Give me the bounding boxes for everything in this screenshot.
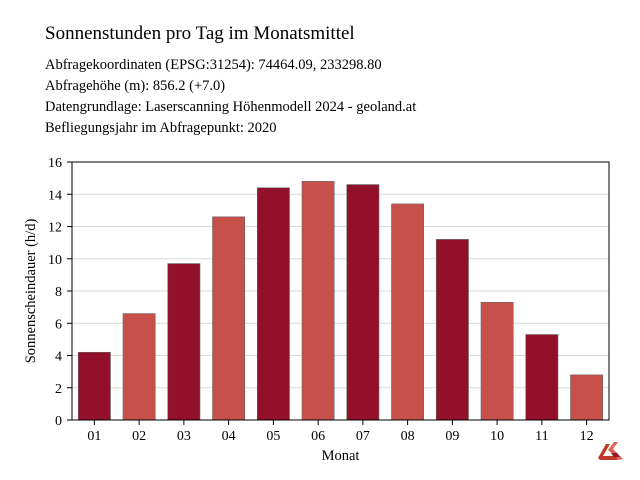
geoland-logo-icon bbox=[598, 442, 623, 460]
chart-title: Sonnenstunden pro Tag im Monatsmittel bbox=[45, 23, 355, 44]
bar-11 bbox=[525, 334, 559, 421]
x-tick-label: 05 bbox=[266, 429, 280, 444]
plot-frame bbox=[71, 161, 610, 421]
x-tick-label: 12 bbox=[580, 429, 594, 444]
bar-03 bbox=[167, 263, 201, 421]
bar-09 bbox=[435, 239, 469, 421]
y-tick-label: 0 bbox=[55, 414, 62, 429]
bar-10 bbox=[480, 301, 514, 421]
bar-12 bbox=[570, 374, 604, 421]
bar-08 bbox=[391, 203, 425, 421]
query-coordinates: Abfragekoordinaten (EPSG:31254): 74464.0… bbox=[45, 57, 382, 73]
y-tick-label: 4 bbox=[55, 350, 62, 365]
y-tick-label: 12 bbox=[48, 221, 62, 236]
bar-01 bbox=[77, 351, 111, 421]
flight-year: Befliegungsjahr im Abfragepunkt: 2020 bbox=[45, 120, 277, 136]
bar-04 bbox=[212, 216, 246, 421]
y-tick-label: 10 bbox=[48, 253, 62, 268]
x-tick-label: 04 bbox=[222, 429, 236, 444]
y-tick-label: 8 bbox=[55, 285, 62, 300]
x-tick-label: 10 bbox=[490, 429, 504, 444]
x-tick-label: 07 bbox=[356, 429, 370, 444]
y-axis-label: Sonnenscheindauer (h/d) bbox=[23, 219, 39, 364]
x-tick-label: 09 bbox=[445, 429, 459, 444]
x-tick-label: 02 bbox=[132, 429, 146, 444]
x-tick-label: 06 bbox=[311, 429, 325, 444]
y-tick-label: 14 bbox=[48, 188, 62, 203]
bar-06 bbox=[301, 181, 335, 421]
x-tick-label: 11 bbox=[535, 429, 548, 444]
x-tick-label: 01 bbox=[87, 429, 101, 444]
x-tick-label: 03 bbox=[177, 429, 191, 444]
y-tick-label: 6 bbox=[55, 317, 62, 332]
x-tick-label: 08 bbox=[401, 429, 415, 444]
query-height: Abfragehöhe (m): 856.2 (+7.0) bbox=[45, 78, 226, 94]
data-source: Datengrundlage: Laserscanning Höhenmodel… bbox=[45, 99, 417, 115]
y-tick-label: 16 bbox=[48, 156, 62, 171]
bar-02 bbox=[122, 313, 156, 421]
bar-07 bbox=[346, 184, 380, 421]
x-axis-label: Monat bbox=[322, 448, 360, 464]
y-tick-label: 2 bbox=[55, 382, 62, 397]
bar-05 bbox=[256, 187, 290, 421]
query-info: Abfragekoordinaten (EPSG:31254): 74464.0… bbox=[45, 55, 416, 139]
